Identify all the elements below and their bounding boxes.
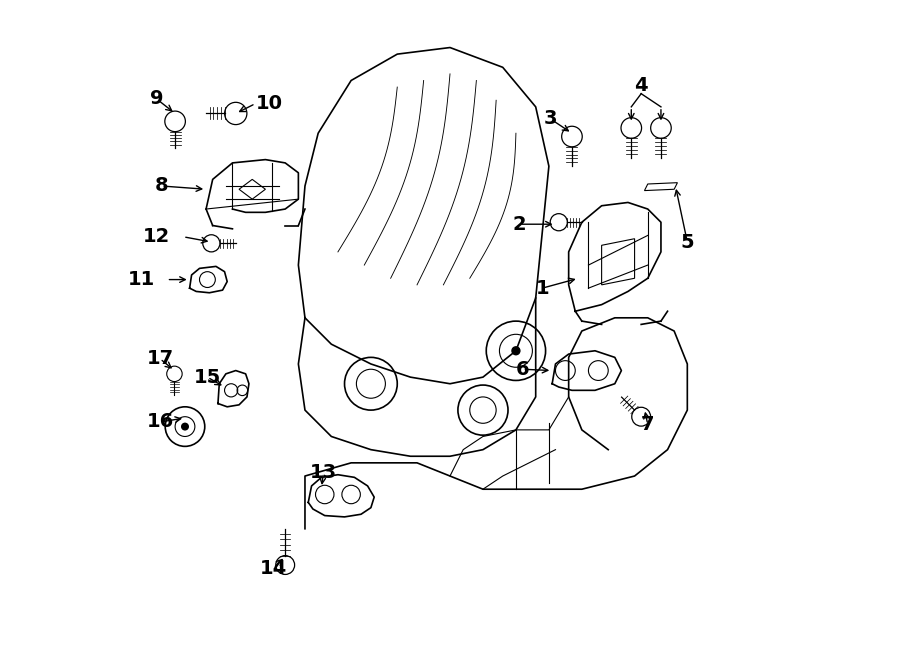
Circle shape [182, 423, 188, 430]
Text: 4: 4 [634, 76, 648, 95]
Text: 9: 9 [150, 89, 164, 109]
Circle shape [512, 347, 520, 355]
Text: 7: 7 [641, 415, 654, 434]
Text: 1: 1 [536, 279, 549, 298]
Text: 17: 17 [147, 349, 174, 368]
Text: 5: 5 [680, 232, 694, 252]
Text: 14: 14 [260, 559, 287, 578]
Text: 8: 8 [155, 177, 168, 195]
Text: 16: 16 [147, 412, 174, 432]
Text: 3: 3 [544, 109, 557, 128]
Text: 2: 2 [512, 214, 526, 234]
Text: 11: 11 [128, 270, 155, 289]
Text: 10: 10 [256, 94, 283, 113]
Text: 15: 15 [194, 367, 221, 387]
Text: 13: 13 [310, 463, 337, 482]
Text: 6: 6 [516, 359, 529, 379]
Text: 12: 12 [142, 227, 170, 246]
